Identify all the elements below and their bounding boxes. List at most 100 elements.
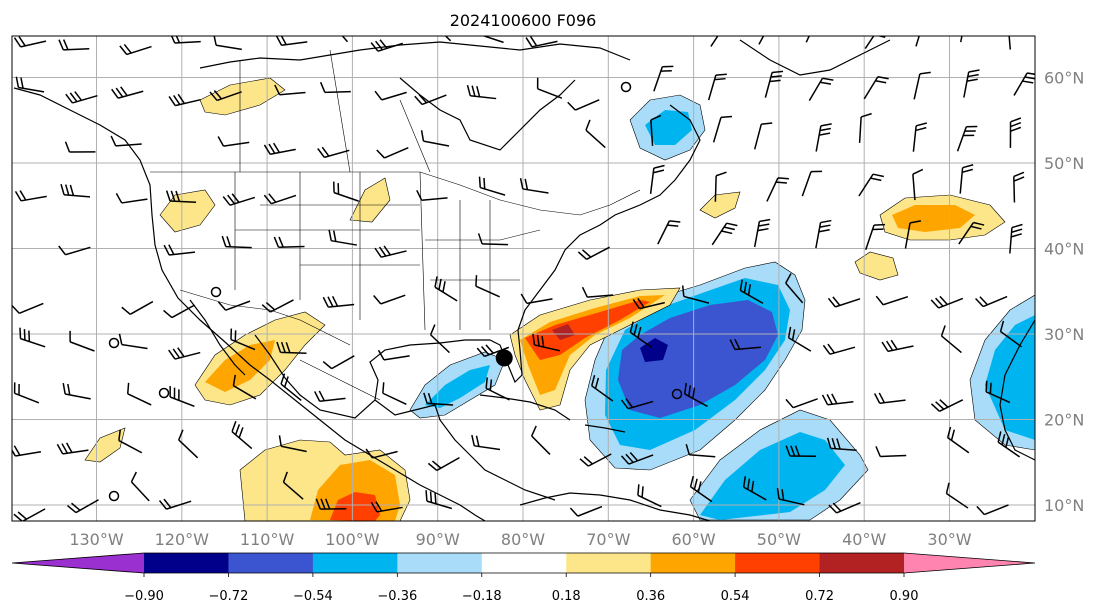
wind-barb — [126, 382, 152, 406]
wind-barb — [425, 490, 453, 510]
calm-circle — [671, 388, 683, 400]
colorbar-extend-low — [12, 553, 144, 573]
coastline-yucatan — [374, 399, 556, 501]
wind-barb — [828, 501, 861, 514]
negative-anomaly-gulf-core — [425, 365, 490, 408]
wind-barb — [168, 93, 201, 107]
colorbar-tick-label: 0.18 — [552, 589, 581, 604]
wind-barb — [581, 286, 614, 298]
wind-barb — [785, 398, 818, 409]
wind-barb — [158, 498, 192, 510]
wind-barb — [815, 123, 832, 152]
wind-barb — [118, 429, 143, 454]
wind-barb — [416, 190, 448, 201]
colorbar-swatch — [735, 553, 821, 573]
location-marker — [495, 349, 513, 367]
wind-barb — [881, 339, 914, 353]
wind-barb — [261, 299, 294, 313]
colorbar-tick-label: −0.18 — [462, 589, 502, 604]
wind-barb — [471, 434, 501, 451]
wind-barb — [873, 392, 906, 405]
positive-anomaly-caribbean — [84, 427, 126, 463]
wind-barb — [649, 164, 665, 194]
longitude-label: 50°W — [757, 530, 801, 549]
wind-barb — [930, 399, 964, 412]
coastline-cuba — [479, 394, 571, 421]
wind-barb — [56, 442, 89, 455]
wind-barb — [864, 36, 886, 50]
wind-barb — [956, 125, 978, 152]
wind-barb — [66, 499, 99, 514]
wind-barb — [382, 382, 407, 406]
wind-barb — [221, 235, 252, 249]
colorbar-swatch — [312, 553, 398, 573]
wind-barb — [958, 221, 985, 245]
wind-barb — [163, 304, 196, 319]
wind-barb — [322, 355, 355, 370]
negative-anomaly-east-core — [985, 315, 1035, 440]
wind-barb — [525, 36, 558, 48]
wind-barb — [374, 245, 407, 258]
positive-anomaly-southeast-mid — [520, 295, 665, 395]
wind-barb — [232, 374, 257, 400]
wind-barb — [111, 86, 144, 99]
border-canada-3 — [399, 99, 431, 173]
anomaly-shading — [84, 77, 1035, 521]
wind-barb — [19, 327, 46, 348]
colorbar-tick-label: 0.72 — [805, 589, 834, 604]
wind-barb — [766, 177, 789, 202]
coastlines — [13, 39, 1035, 521]
negative-anomaly-labrador-core — [645, 110, 692, 145]
colorbar-swatch — [144, 553, 229, 573]
wind-barb — [591, 374, 614, 402]
wind-barb — [414, 94, 447, 106]
wind-barb — [58, 245, 91, 256]
wind-barb — [787, 326, 812, 352]
colorbar-swatch — [819, 553, 905, 573]
wind-barb — [1008, 36, 1012, 50]
latitude-label: 20°N — [1044, 411, 1084, 430]
coastline-south-america — [519, 492, 711, 521]
colorbar-tick-label: 0.36 — [636, 589, 665, 604]
wind-barb — [863, 75, 889, 100]
wind-barb — [976, 504, 1009, 516]
wind-barb — [15, 76, 45, 93]
wind-barb — [985, 380, 1011, 404]
wind-barb — [753, 218, 771, 248]
wind-barb — [121, 300, 154, 315]
wind-barb — [742, 476, 767, 501]
wind-barb — [282, 471, 304, 500]
calm-circle — [158, 387, 170, 399]
wind-barb — [420, 130, 450, 147]
wind-barb — [322, 295, 355, 308]
map-title: 2024100600 F096 — [450, 11, 597, 30]
wind-barb — [374, 90, 407, 101]
colorbar-tick-label: −0.72 — [209, 589, 249, 604]
wind-barb — [13, 508, 46, 521]
wind-barb — [997, 431, 1021, 458]
latitude-label: 10°N — [1044, 496, 1084, 515]
wind-barb — [805, 36, 810, 43]
wind-barb — [275, 36, 308, 46]
wind-barb — [519, 178, 549, 194]
colorbar-tick-label: −0.54 — [293, 589, 333, 604]
wind-barb — [530, 425, 551, 455]
wind-barb — [485, 377, 510, 401]
wind-barb — [827, 296, 861, 308]
coastline-greenland — [739, 39, 891, 76]
wind-barb — [683, 382, 708, 408]
wind-barb — [62, 383, 91, 400]
latitude-label: 60°N — [1044, 69, 1084, 88]
wind-barb — [821, 393, 854, 406]
positive-anomaly-mexico-core — [205, 340, 275, 392]
wind-barb — [569, 505, 603, 517]
wind-barb — [785, 445, 816, 457]
wind-barb — [13, 36, 47, 48]
wind-barb — [858, 173, 884, 197]
wind-barb — [650, 114, 662, 146]
wind-barb — [653, 65, 674, 92]
wind-barb — [1013, 72, 1035, 96]
colorbar-swatch — [566, 553, 652, 573]
wind-barb — [657, 220, 681, 245]
